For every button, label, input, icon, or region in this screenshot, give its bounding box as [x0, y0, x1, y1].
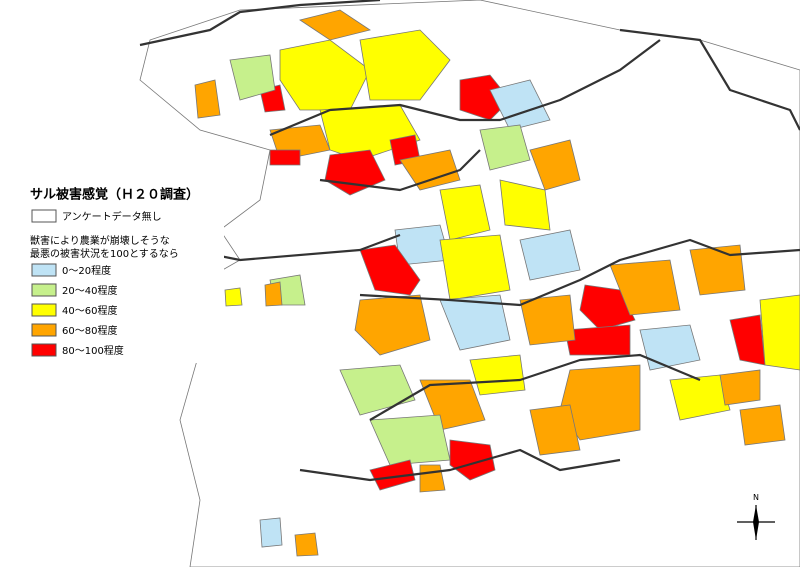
legend-items: 0～20程度 20～40程度 40～60程度 60～80程度 80～100程度	[31, 263, 124, 357]
region	[354, 294, 431, 356]
legend: サル被害感覚（Ｈ２０調査） アンケートデータ無し 獣害により農業が崩壊しそうな …	[24, 178, 224, 363]
legend-label: 40～60程度	[62, 304, 117, 317]
north-label: N	[753, 493, 759, 502]
region	[519, 294, 576, 346]
region	[529, 404, 581, 456]
legend-label: 80～100程度	[62, 344, 124, 357]
boundary	[319, 149, 481, 192]
region	[689, 244, 746, 296]
region	[339, 364, 416, 416]
region	[359, 244, 421, 296]
region	[299, 9, 371, 41]
region	[264, 281, 283, 307]
legend-label: 20～40程度	[62, 284, 117, 297]
region	[579, 284, 636, 331]
region	[609, 259, 681, 316]
region	[439, 184, 491, 241]
legend-swatch	[31, 283, 57, 297]
legend-note: 最悪の被害状況を100とするなら	[30, 247, 179, 260]
region	[759, 294, 800, 371]
boundary	[269, 39, 661, 137]
legend-swatch	[31, 303, 57, 317]
boundary	[359, 238, 800, 307]
boundary	[619, 28, 800, 131]
boundary	[299, 448, 621, 482]
region	[719, 369, 761, 406]
legend-label: 0～20程度	[62, 264, 111, 277]
region	[559, 364, 641, 441]
region	[194, 79, 221, 119]
region	[669, 374, 731, 421]
region	[229, 54, 276, 101]
legend-background	[24, 178, 224, 363]
legend-swatch	[31, 263, 57, 277]
region	[449, 439, 496, 481]
region	[369, 459, 416, 491]
north-arrow: N	[737, 493, 775, 540]
region	[519, 229, 581, 281]
legend-label: アンケートデータ無し	[62, 210, 162, 223]
region	[439, 234, 511, 301]
legend-label: 60～80程度	[62, 324, 117, 337]
region	[479, 124, 531, 171]
region	[224, 287, 243, 307]
region	[294, 532, 319, 557]
legend-swatch	[31, 209, 57, 223]
region	[324, 149, 386, 196]
compass-needle	[753, 505, 759, 540]
region	[739, 404, 786, 446]
legend-swatch	[31, 343, 57, 357]
region	[359, 29, 451, 101]
legend-title: サル被害感覚（Ｈ２０調査）	[30, 187, 199, 203]
region	[259, 517, 283, 548]
region	[269, 149, 301, 166]
region	[399, 149, 461, 191]
region	[529, 139, 581, 191]
boundary	[369, 353, 701, 421]
region	[499, 179, 551, 231]
legend-note: 獣害により農業が崩壊しそうな	[30, 234, 170, 247]
region	[469, 354, 526, 396]
region	[439, 294, 511, 351]
boundary	[139, 0, 381, 47]
legend-swatch	[31, 323, 57, 337]
